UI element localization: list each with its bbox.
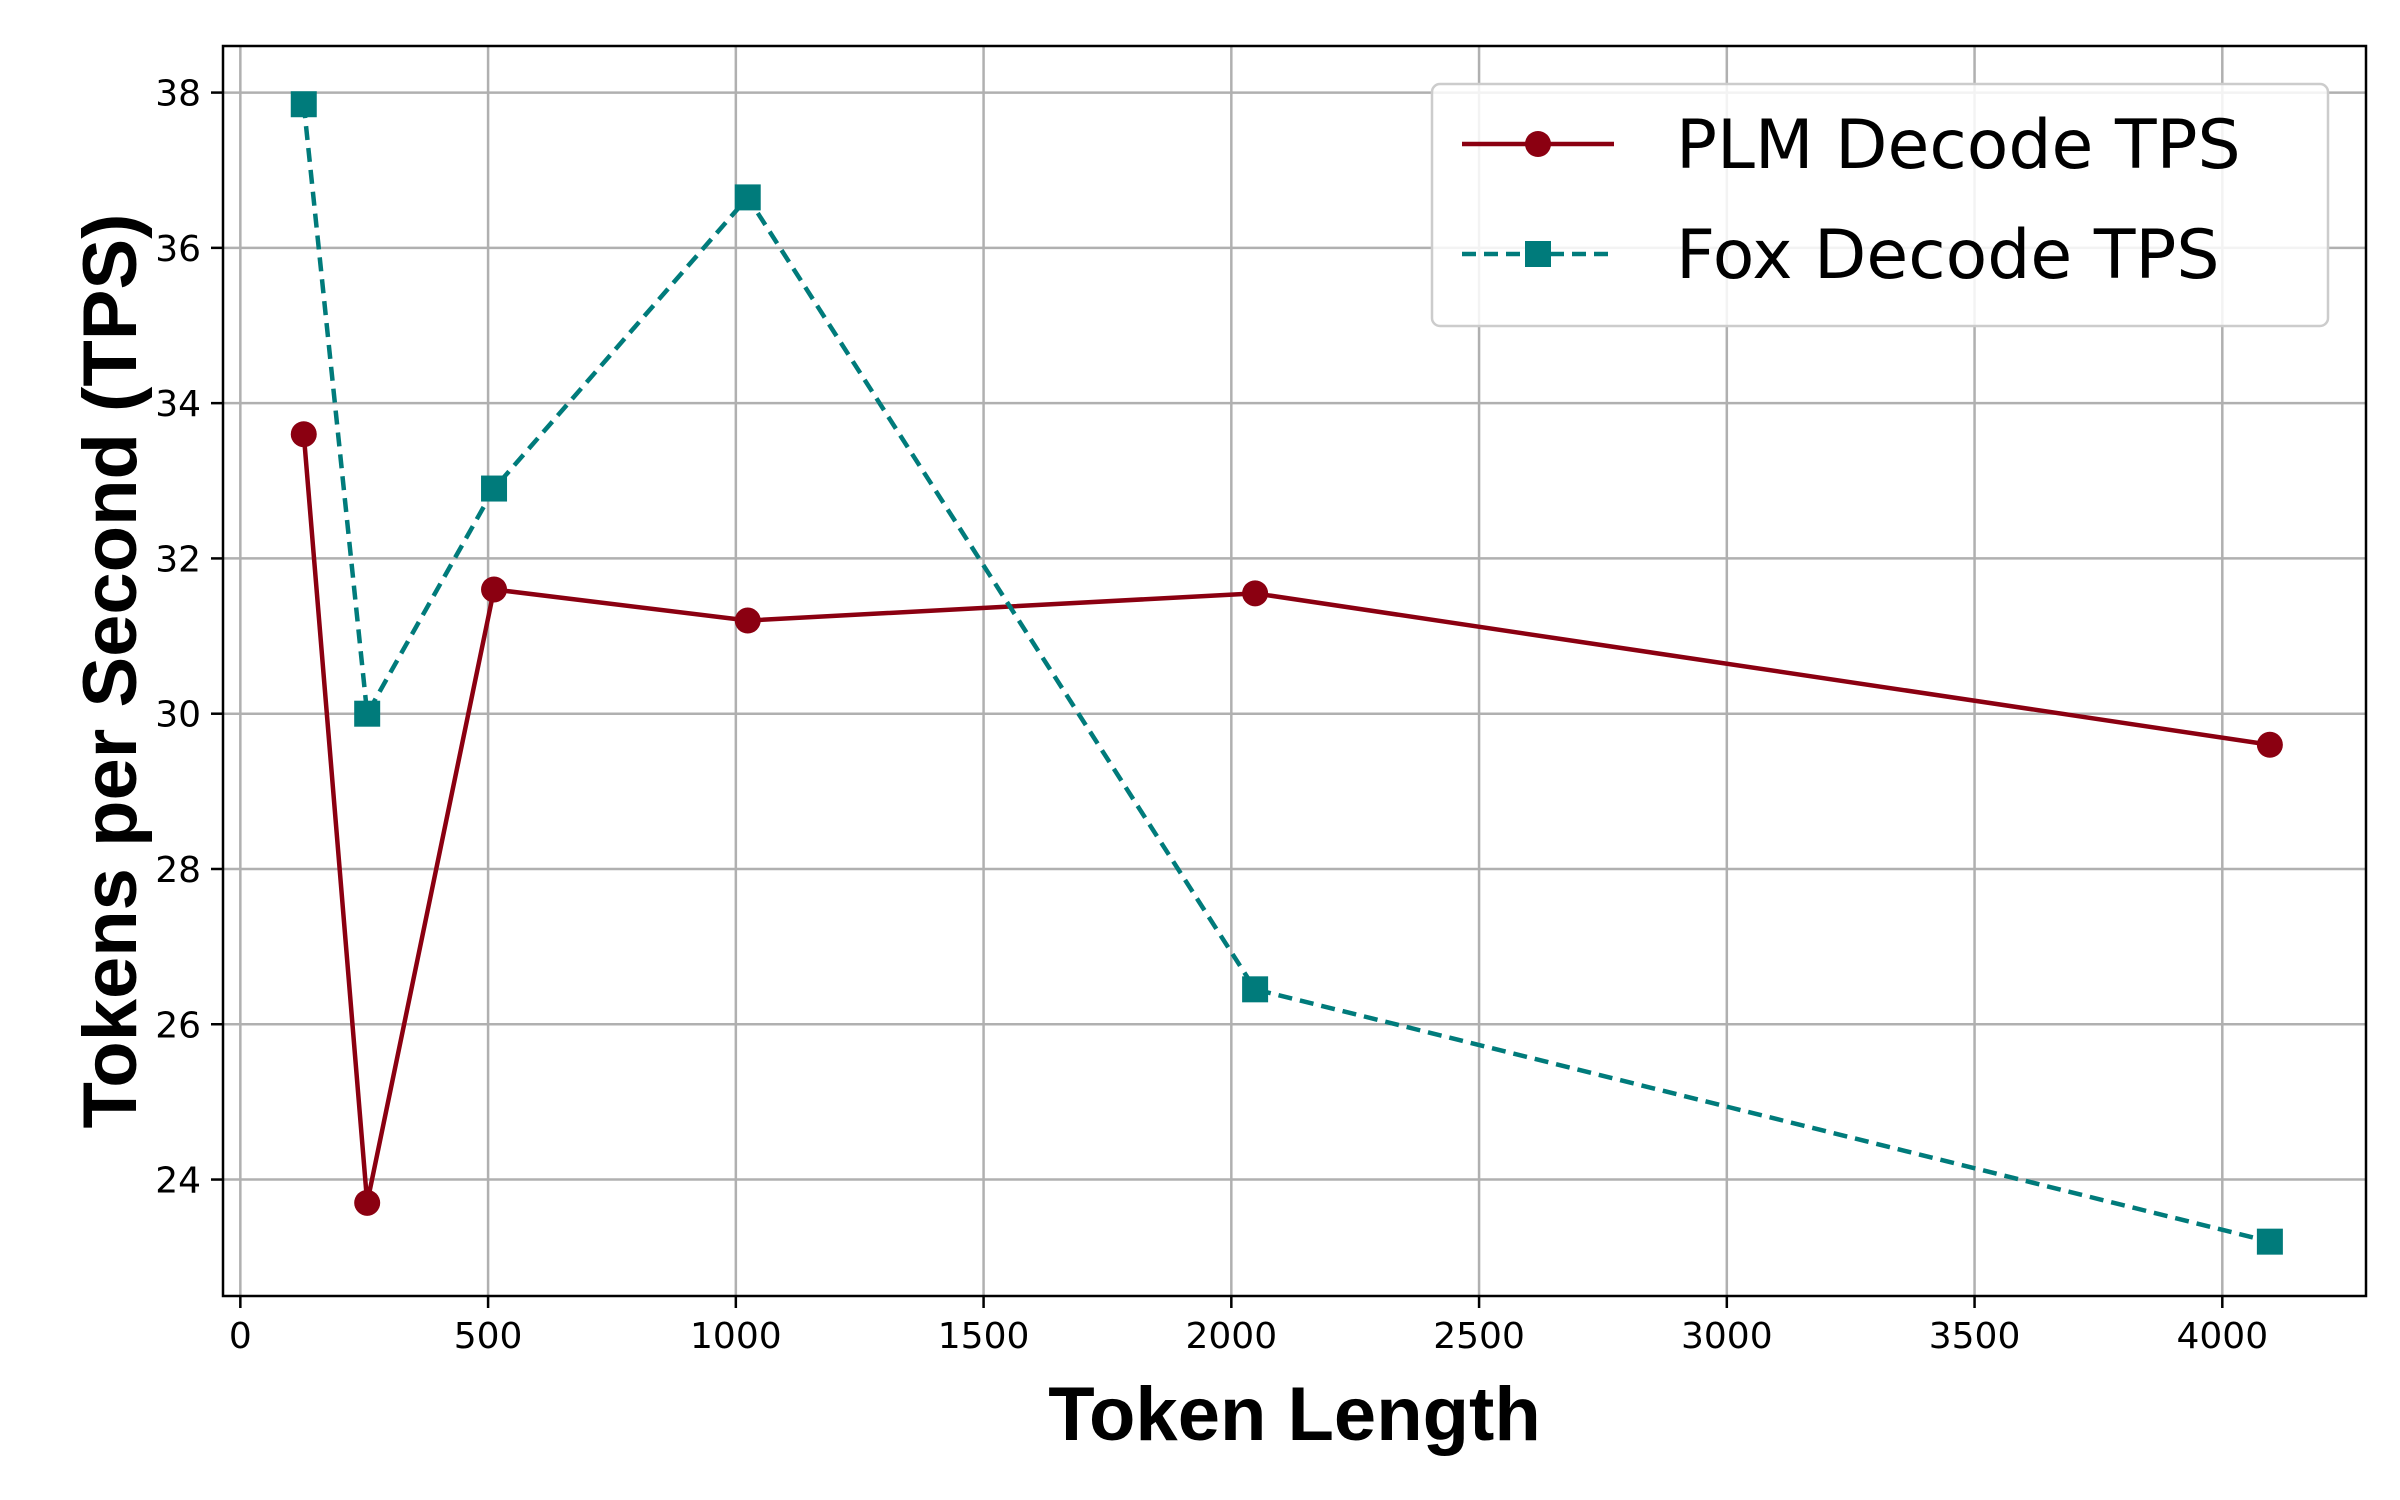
y-tick-label: 30 — [155, 695, 201, 736]
x-tick-label: 1500 — [938, 1316, 1030, 1357]
data-point-fox — [481, 475, 508, 502]
x-tick-label: 4000 — [2176, 1316, 2268, 1357]
legend: PLM Decode TPS Fox Decode TPS — [1430, 82, 2330, 328]
y-tick-label: 38 — [155, 74, 201, 115]
x-tick-label: 3000 — [1681, 1316, 1773, 1357]
y-tick-label: 28 — [155, 850, 201, 891]
y-tick-label: 24 — [155, 1161, 201, 1202]
legend-label-plm: PLM Decode TPS — [1676, 106, 2241, 185]
data-point-plm — [1242, 580, 1269, 607]
x-tick-label: 2500 — [1433, 1316, 1525, 1357]
plot-frame — [221, 44, 2368, 1298]
data-point-fox — [290, 91, 317, 118]
y-tick-label: 26 — [155, 1005, 201, 1046]
data-point-plm — [734, 607, 761, 634]
data-point-fox — [1242, 976, 1269, 1003]
axis-ticks: 0 500 1000 1500 2000 2500 3000 3500 4000 24 26 28 30… — [155, 74, 2268, 1357]
data-point-plm — [481, 576, 508, 603]
x-tick-label: 500 — [454, 1316, 523, 1357]
y-axis-title: Tokens per Second (TPS) — [68, 214, 153, 1129]
series-layer — [290, 91, 2283, 1255]
data-point-plm — [354, 1189, 381, 1216]
series-line-plm — [301, 434, 2271, 1206]
x-tick-label: 0 — [229, 1316, 252, 1357]
series-line-fox — [301, 103, 2271, 1244]
y-tick-label: 34 — [155, 384, 201, 425]
x-axis-title: Token Length — [1048, 1372, 1541, 1457]
legend-box — [1430, 82, 2330, 328]
data-point-plm — [290, 421, 317, 448]
x-tick-label: 2000 — [1186, 1316, 1278, 1357]
legend-label-fox: Fox Decode TPS — [1676, 216, 2220, 295]
legend-marker-plm — [1525, 131, 1551, 157]
data-point-fox — [354, 700, 381, 727]
legend-marker-fox — [1525, 241, 1551, 267]
data-point-fox — [2256, 1228, 2283, 1255]
y-tick-label: 32 — [155, 539, 201, 580]
x-tick-label: 1000 — [690, 1316, 782, 1357]
data-point-plm — [2256, 731, 2283, 758]
data-point-fox — [734, 184, 761, 211]
y-tick-label: 36 — [155, 229, 201, 270]
x-tick-label: 3500 — [1929, 1316, 2021, 1357]
